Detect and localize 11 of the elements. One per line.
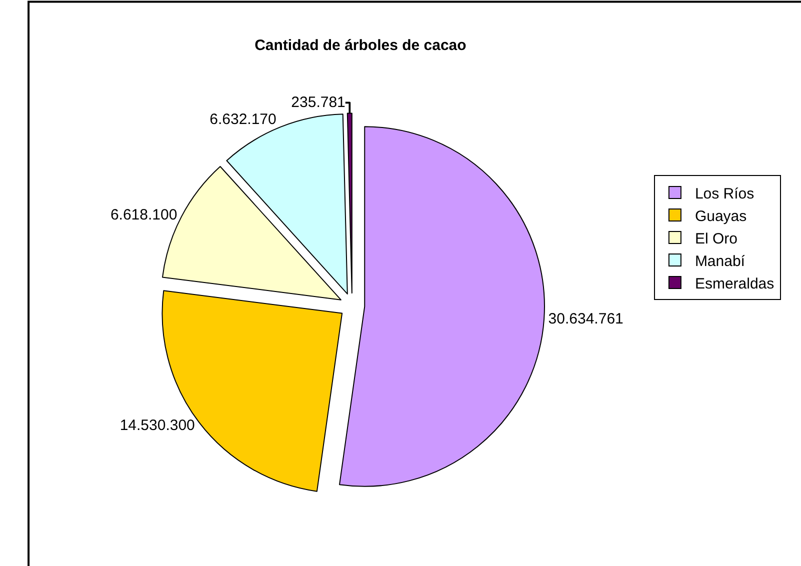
data-label: 14.530.300 (120, 417, 195, 434)
legend-label: El Oro (694, 230, 738, 248)
legend-label: Esmeraldas (694, 275, 774, 292)
legend-label: Manabí (694, 252, 746, 270)
data-label: 30.634.761 (548, 310, 624, 328)
data-label: 6.618.100 (110, 206, 178, 224)
legend-label: Los Ríos (694, 185, 754, 202)
data-label: 235.781 (291, 94, 346, 112)
legend-label: Guayas (694, 208, 747, 225)
chart-title: Cantidad de árboles de cacao (254, 37, 466, 54)
data-label: 6.632.170 (210, 111, 276, 128)
